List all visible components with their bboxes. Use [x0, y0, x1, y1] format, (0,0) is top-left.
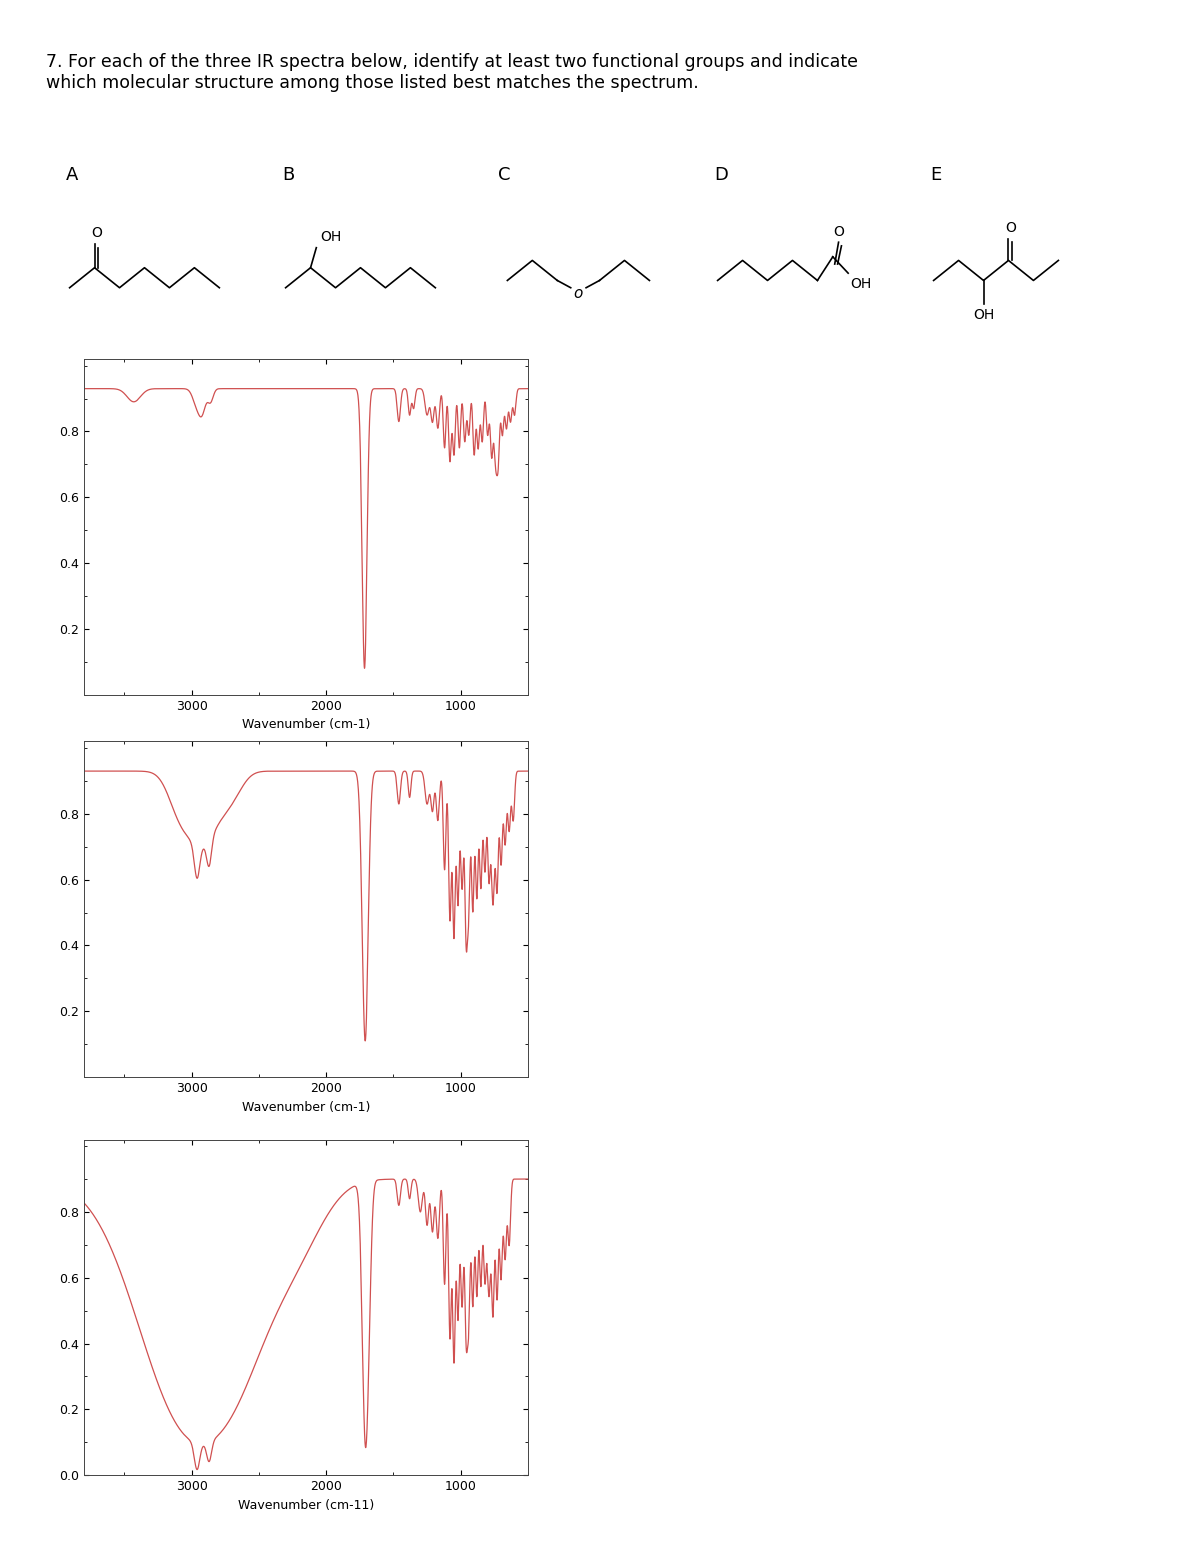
Text: B: B — [282, 165, 294, 184]
Text: O: O — [833, 225, 844, 239]
X-axis label: Wavenumber (cm-1): Wavenumber (cm-1) — [242, 718, 370, 731]
Text: D: D — [714, 165, 728, 184]
Text: 7. For each of the three IR spectra below, identify at least two functional grou: 7. For each of the three IR spectra belo… — [46, 53, 858, 92]
X-axis label: Wavenumber (cm-1): Wavenumber (cm-1) — [242, 1101, 370, 1113]
Text: A: A — [66, 165, 78, 184]
Text: O: O — [1004, 222, 1015, 236]
Text: O: O — [91, 226, 102, 240]
Text: OH: OH — [973, 308, 994, 322]
Text: OH: OH — [320, 229, 342, 244]
Text: C: C — [498, 165, 510, 184]
Text: OH: OH — [850, 276, 871, 290]
Text: o: o — [574, 286, 583, 301]
Text: E: E — [930, 165, 941, 184]
X-axis label: Wavenumber (cm-11): Wavenumber (cm-11) — [238, 1499, 374, 1511]
